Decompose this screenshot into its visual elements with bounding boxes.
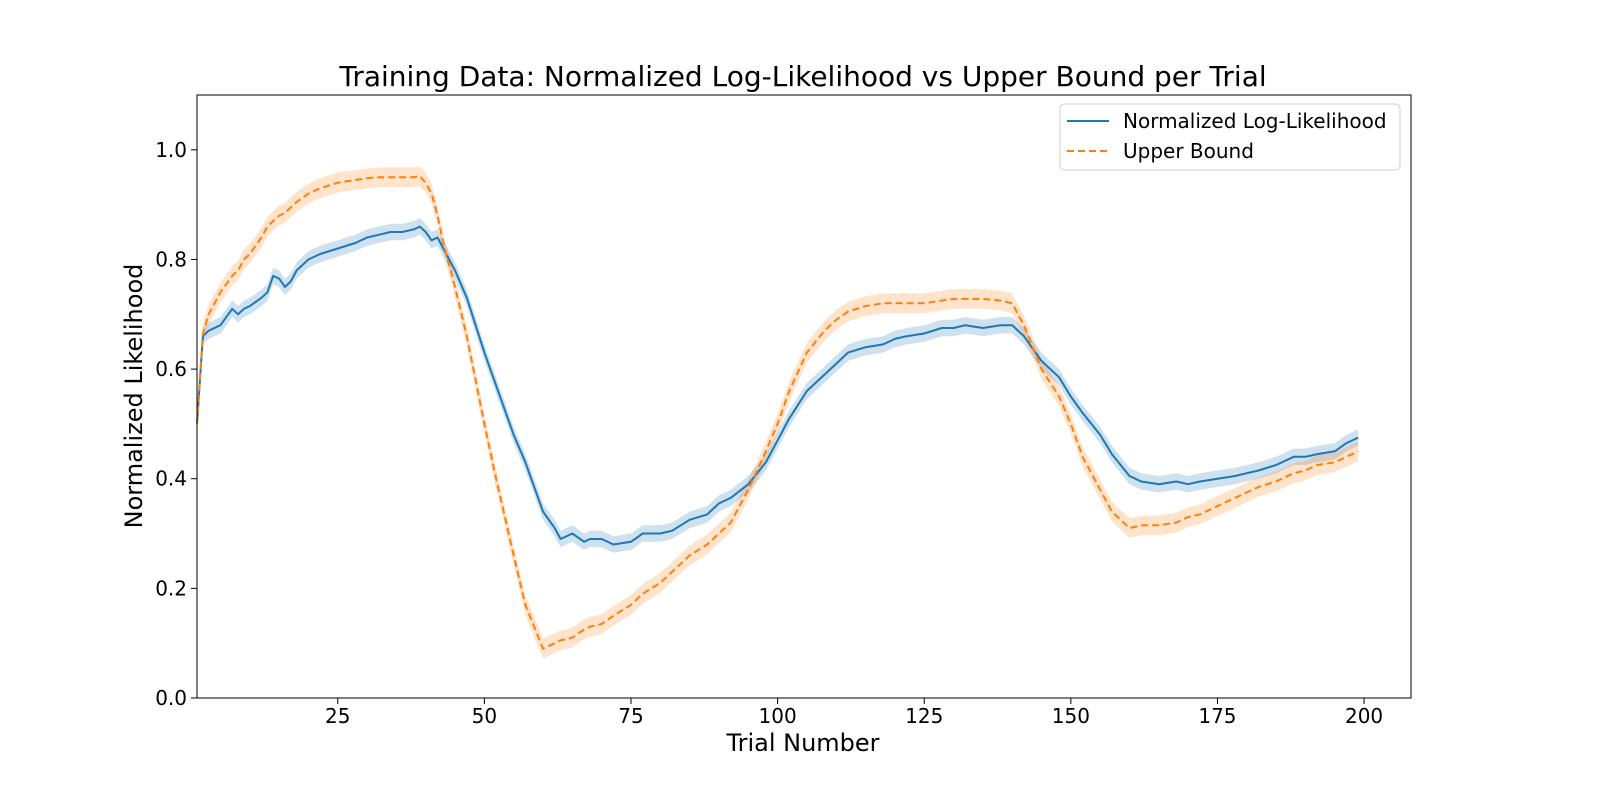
y-tick-label: 0.4 xyxy=(155,467,187,491)
y-tick-label: 1.0 xyxy=(155,138,187,162)
x-tick-label: 100 xyxy=(759,704,797,728)
x-tick-label: 25 xyxy=(325,704,350,728)
x-tick-label: 50 xyxy=(472,704,497,728)
axes-frame xyxy=(196,94,1412,699)
legend-label-upper-bound: Upper Bound xyxy=(1123,139,1254,163)
log-likelihood-line xyxy=(196,225,1359,546)
x-tick-label: 175 xyxy=(1198,704,1236,728)
y-tick-label: 0.2 xyxy=(155,576,187,600)
chart-title: Training Data: Normalized Log-Likelihood… xyxy=(338,60,1266,93)
x-tick-label: 125 xyxy=(905,704,943,728)
legend: Normalized Log-Likelihood Upper Bound xyxy=(1059,103,1401,171)
x-tick-label: 200 xyxy=(1345,704,1383,728)
y-axis-label: Normalized Likelihood xyxy=(120,264,148,529)
y-tick-label: 0.8 xyxy=(155,247,187,271)
legend-label-log-likelihood: Normalized Log-Likelihood xyxy=(1123,109,1387,133)
y-tick-label: 0.6 xyxy=(155,357,187,381)
y-tick-label: 0.0 xyxy=(155,686,187,710)
legend-box xyxy=(1059,103,1401,171)
x-axis-label: Trial Number xyxy=(725,729,879,757)
plot-area xyxy=(196,166,1359,659)
x-tick-label: 150 xyxy=(1052,704,1090,728)
upper-bound-line xyxy=(196,175,1359,650)
y-axis: 0.0 0.2 0.4 0.6 0.8 1.0 xyxy=(155,138,197,710)
log-likelihood-band xyxy=(197,218,1359,553)
x-axis: 25 50 75 100 125 150 175 200 xyxy=(325,698,1383,728)
x-tick-label: 75 xyxy=(618,704,643,728)
